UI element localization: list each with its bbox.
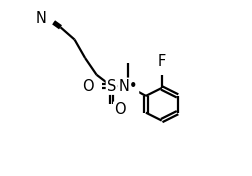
Text: S: S xyxy=(106,79,116,94)
Text: N: N xyxy=(35,11,46,26)
Text: N•: N• xyxy=(118,79,138,94)
Text: F: F xyxy=(157,54,165,69)
Text: O: O xyxy=(114,102,125,118)
Text: O: O xyxy=(82,79,93,94)
